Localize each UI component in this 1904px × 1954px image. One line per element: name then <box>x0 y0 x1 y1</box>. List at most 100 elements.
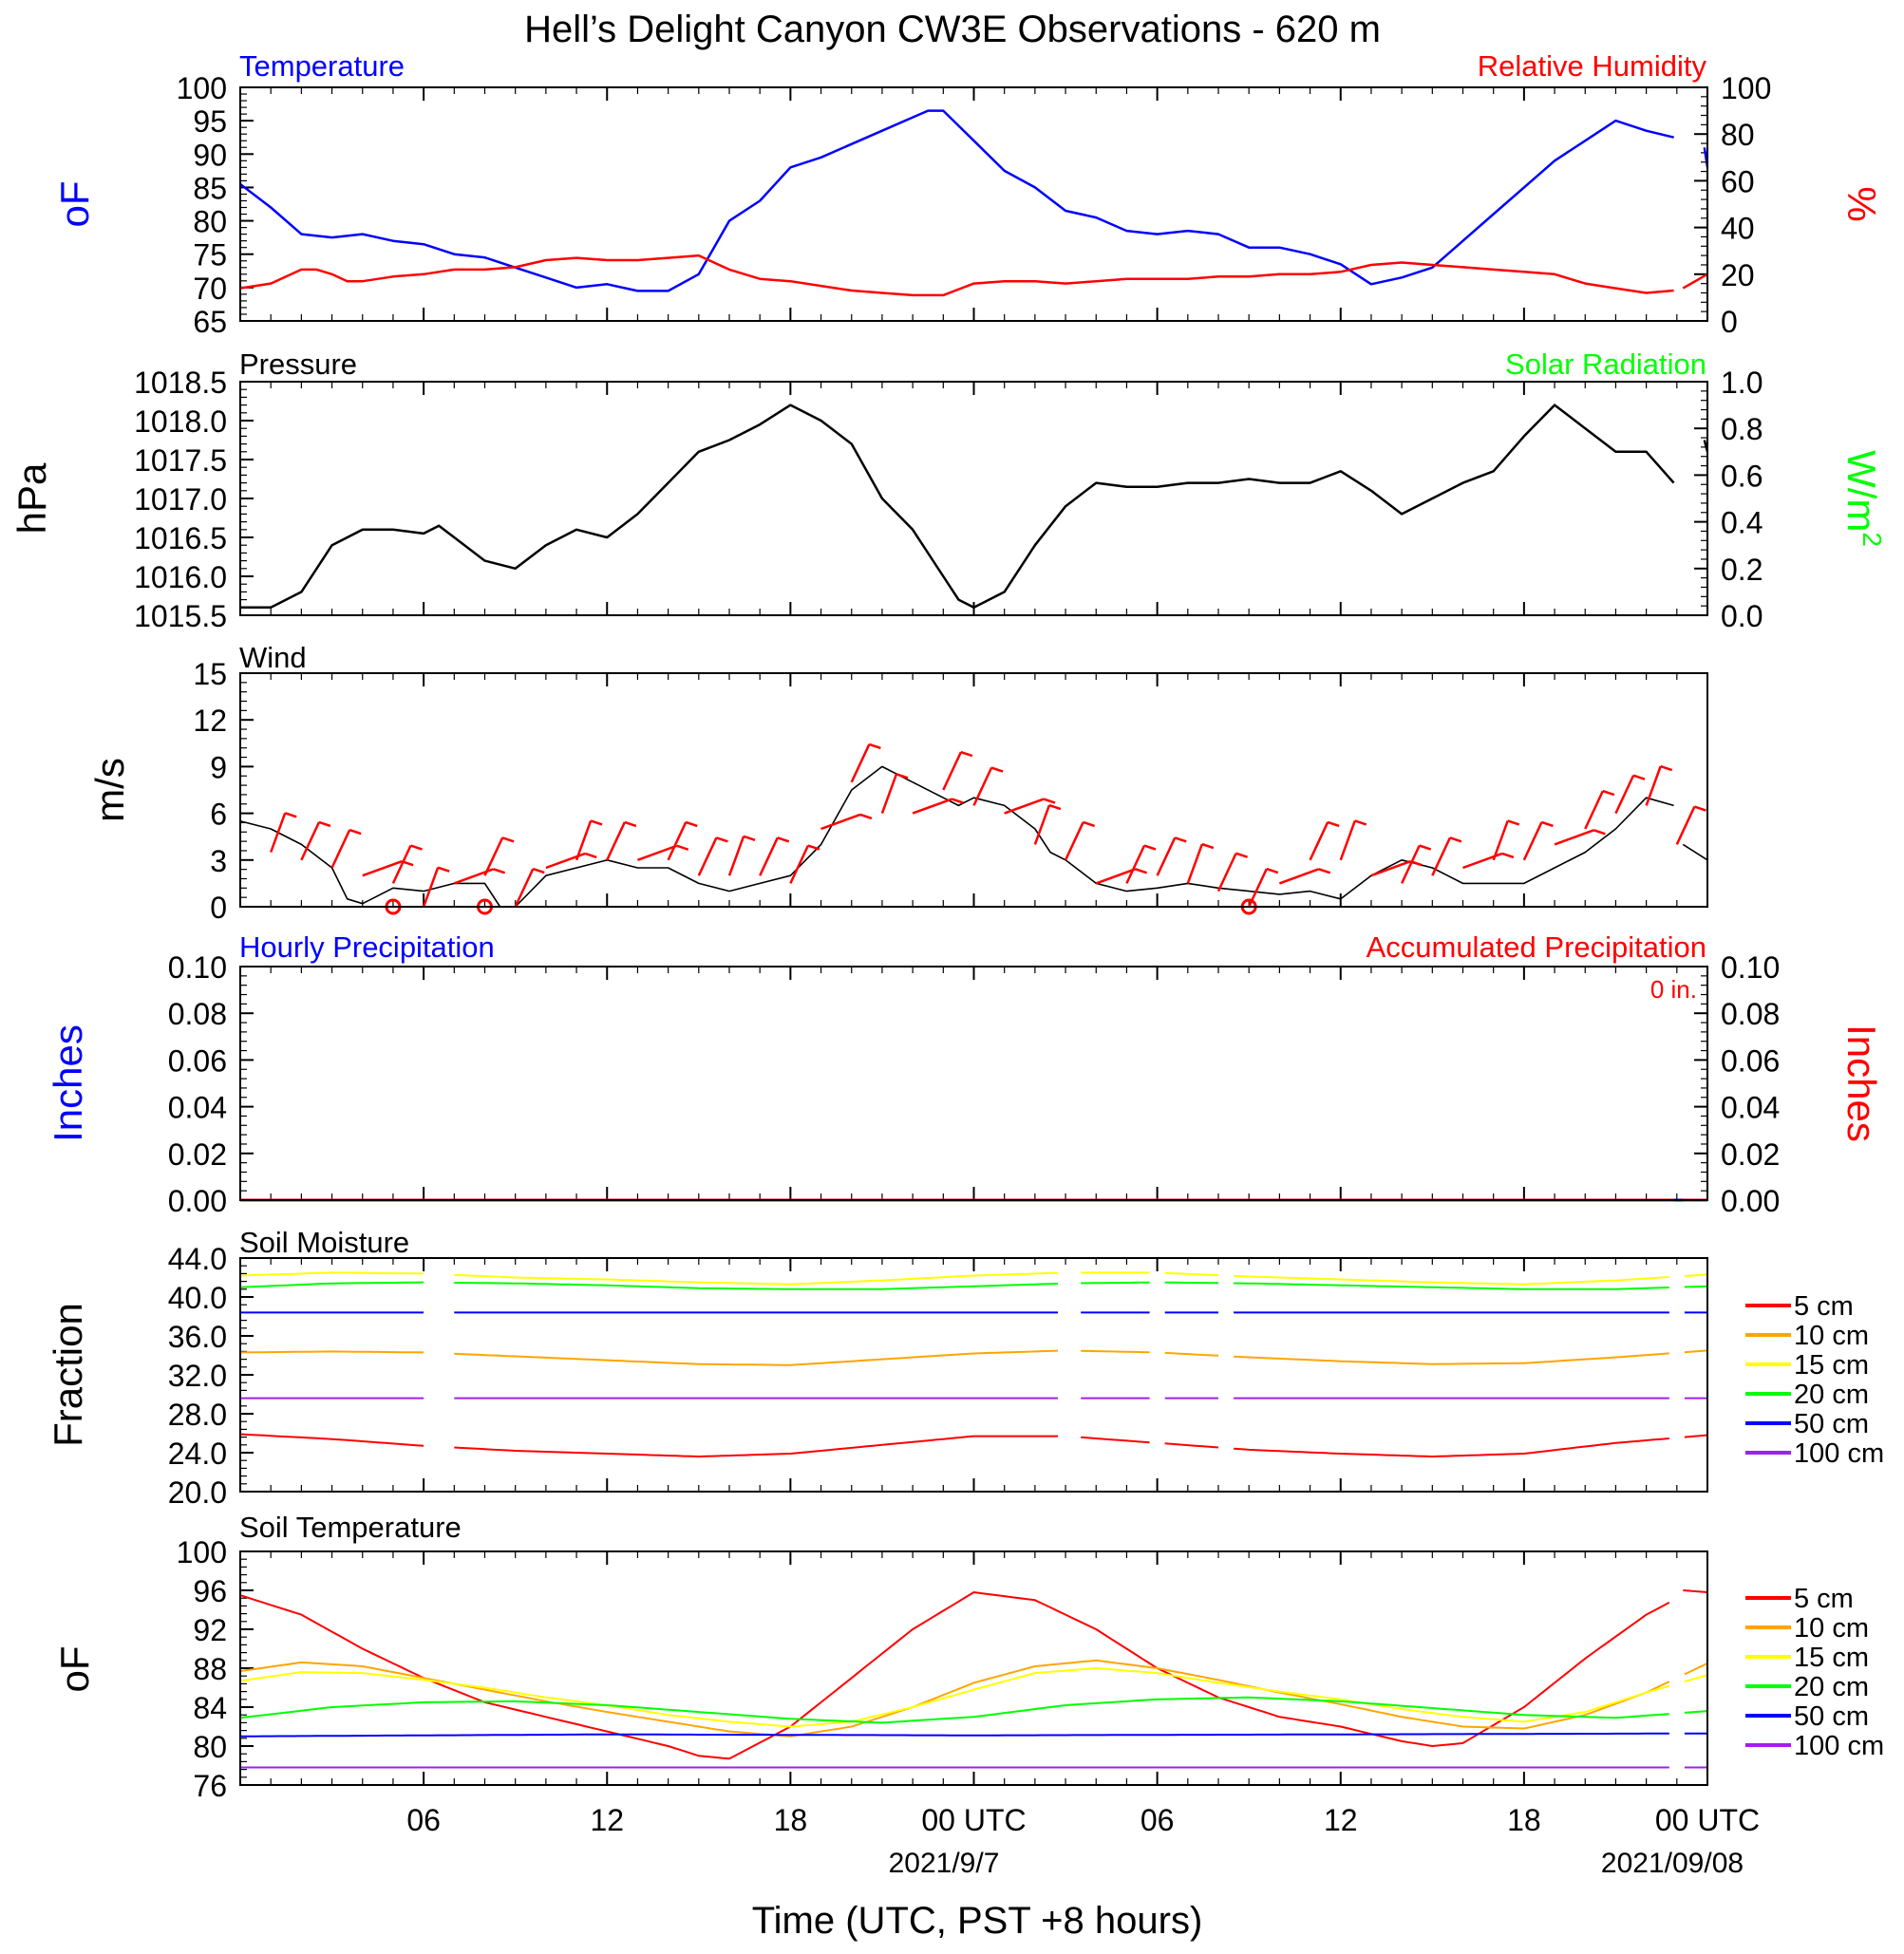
wind-barb-feather <box>990 766 1004 773</box>
wind-barb <box>270 812 287 854</box>
wind-barb <box>1645 765 1662 806</box>
wind-barb <box>1186 843 1204 884</box>
wind-barb-feather <box>493 868 506 874</box>
wind-barb <box>1431 836 1452 876</box>
series-relative-humidity <box>239 254 1708 297</box>
plot-series <box>239 1551 1708 1785</box>
pressure-axis-label: hPa <box>9 462 54 534</box>
y-tick-label: 80 <box>193 205 227 239</box>
wind-barb-feather <box>952 798 964 804</box>
wind-barb <box>362 859 403 877</box>
accum-precip-axis-label: Inches <box>1839 1024 1884 1142</box>
y-tick-label: 0.4 <box>1721 506 1763 540</box>
y-tick-label: 3 <box>210 844 227 878</box>
legend-label: 100 cm <box>1794 1438 1884 1469</box>
plot-frame <box>239 672 1708 908</box>
legend-label: 20 cm <box>1794 1380 1869 1410</box>
wind-barb-feather <box>1694 805 1706 812</box>
wind-barb <box>820 813 861 831</box>
solar-title: Solar Radiation <box>1505 348 1706 381</box>
y-tick-label: 0.04 <box>168 1091 227 1125</box>
y-tick-label: 76 <box>193 1769 227 1803</box>
y-tick-label: 1016.5 <box>134 521 227 555</box>
y-tick-label: 0.6 <box>1721 459 1763 493</box>
soil-temperature-title: Soil Temperature <box>239 1511 462 1544</box>
wind-barb <box>1584 790 1604 830</box>
wind-barb <box>880 773 898 815</box>
y-tick-label: 1018.5 <box>134 366 227 400</box>
time-tick-label: 12 <box>1324 1803 1358 1837</box>
wind-barb-feather <box>1419 844 1432 851</box>
wind-barb-feather <box>532 867 545 874</box>
time-tick-label: 06 <box>1141 1803 1175 1837</box>
legend-label: 10 cm <box>1794 1613 1869 1644</box>
hourly-precip-title: Hourly Precipitation <box>239 930 495 964</box>
y-tick-label: 0.04 <box>1721 1091 1780 1125</box>
wind-barb-feather <box>743 835 756 842</box>
series-wind <box>239 765 1708 908</box>
y-tick-label: 0.08 <box>168 997 227 1031</box>
wind-barb <box>697 836 718 876</box>
legend-label: 5 cm <box>1794 1291 1854 1322</box>
legend-label: 15 cm <box>1794 1643 1869 1673</box>
wind-barb-feather <box>716 836 728 843</box>
wind-barb <box>727 836 745 876</box>
y-tick-label: 92 <box>193 1613 227 1647</box>
series-20-cm <box>239 1696 1708 1724</box>
y-tick-label: 90 <box>193 138 227 172</box>
y-tick-label: 96 <box>193 1574 227 1608</box>
y-tick-label: 100 <box>177 1535 227 1569</box>
wind-barb <box>422 867 440 908</box>
y-tick-label: 1018.0 <box>134 404 227 439</box>
solar-ticks: 1.0 0.8 0.6 0.4 0.2 0.0 <box>1694 366 1763 633</box>
panel-soil-moisture: Soil Moisture Fraction 44.0 40.0 36.0 32.0 2… <box>46 1226 1884 1510</box>
y-tick-label: 15 <box>193 657 227 691</box>
y-tick-label: 85 <box>193 171 227 205</box>
wind-barb-feather <box>624 820 637 828</box>
soil-temperature-axis-label: oF <box>52 1645 97 1692</box>
wind-barb-feather <box>1174 836 1187 843</box>
panel-wind: Wind m/s 15 12 9 6 3 0 <box>87 641 1708 925</box>
wind-barb-feather <box>895 773 909 780</box>
wind-barb-feather <box>318 820 331 828</box>
y-tick-label: 0 <box>210 891 227 925</box>
wind-barb <box>1064 821 1084 861</box>
wind-barb-feather <box>1660 764 1673 772</box>
y-tick-label: 40.0 <box>168 1281 227 1315</box>
wind-barb <box>912 798 952 815</box>
plot-series <box>239 382 1709 615</box>
wind-barb-feather <box>1043 798 1056 804</box>
wind-barb-feather <box>437 866 450 873</box>
wind-axis-label: m/s <box>87 758 132 822</box>
hourly-precip-ticks: 0.10 0.08 0.06 0.04 0.02 0.00 <box>168 950 254 1218</box>
y-tick-label: 1016.0 <box>134 560 227 594</box>
date-label-1: 2021/9/7 <box>889 1848 1000 1879</box>
wind-barb-feather <box>584 852 597 859</box>
wind-barb-feather <box>1501 852 1515 859</box>
soil-moisture-axis-label: Fraction <box>46 1303 90 1447</box>
humidity-title: Relative Humidity <box>1478 49 1707 83</box>
time-tick-label: 00 UTC <box>1655 1803 1760 1837</box>
y-tick-label: 75 <box>193 238 227 272</box>
wind-barb-feather <box>1135 868 1147 874</box>
wind-barb <box>1492 820 1509 861</box>
wind-barb-feather <box>1449 836 1462 843</box>
wind-barb-feather <box>1235 852 1248 858</box>
series-5-cm <box>239 1433 1708 1458</box>
legend-label: 100 cm <box>1794 1731 1884 1761</box>
y-tick-label: 40 <box>1721 212 1755 246</box>
accum-precip-total: 0 in. <box>1650 975 1697 1004</box>
wind-barb-feather <box>685 820 698 828</box>
wind-barb-feather <box>1507 819 1520 826</box>
y-tick-label: 100 <box>1721 71 1771 105</box>
figure-title: Hell’s Delight Canyon CW3E Observations … <box>524 9 1381 50</box>
legend-label: 50 cm <box>1794 1701 1869 1732</box>
panel-precipitation: Hourly Precipitation Accumulated Precipi… <box>46 930 1884 1218</box>
soil-moisture-ticks: 44.0 40.0 36.0 32.0 28.0 24.0 20.0 <box>168 1242 254 1510</box>
hourly-precip-axis-label: Inches <box>46 1024 90 1142</box>
wind-barb <box>330 829 351 869</box>
y-tick-label: 44.0 <box>168 1242 227 1276</box>
y-tick-label: 20.0 <box>168 1475 227 1510</box>
wind-barb <box>1675 805 1696 845</box>
